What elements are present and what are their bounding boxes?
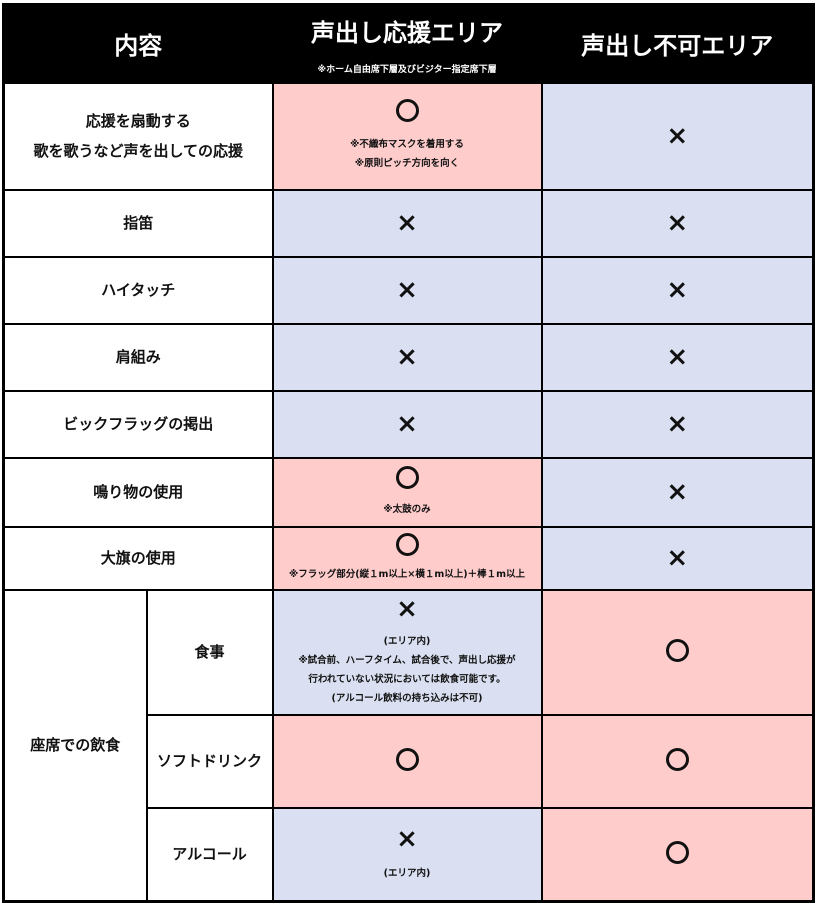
cheer-area-title: 声出し応援エリア xyxy=(311,18,503,47)
row-label-line: 応援を扇動する xyxy=(85,112,191,130)
cross-icon: × xyxy=(396,409,418,439)
no-voice-cell xyxy=(540,806,815,903)
note: ※太鼓のみ xyxy=(383,503,431,515)
note: ※不織布マスクを着用する xyxy=(350,139,464,150)
cross-icon: × xyxy=(396,594,418,624)
circle-icon xyxy=(665,638,689,662)
cross-icon: × xyxy=(666,275,689,305)
circle-icon xyxy=(395,747,419,771)
no-voice-cell: × xyxy=(540,322,815,392)
header-cheer-area: 声出し応援エリア ※ホーム自由席下層及びビジター指定席下層 xyxy=(271,3,543,84)
header-row: 内容 声出し応援エリア ※ホーム自由席下層及びビジター指定席下層 声出し不可エリ… xyxy=(2,3,815,84)
no-voice-cell: × xyxy=(540,188,815,258)
cross-icon: × xyxy=(666,477,689,507)
cross-icon: × xyxy=(666,342,689,372)
note: 行われていない状況においては飲食可能です。 xyxy=(308,674,506,685)
food-group-label: 座席での飲食 xyxy=(2,588,148,903)
cheer-cell: × xyxy=(271,188,543,258)
cross-icon: × xyxy=(396,342,418,372)
table-row: 鳴り物の使用 ※太鼓のみ × xyxy=(2,456,815,528)
cheer-cell xyxy=(271,713,543,809)
row-label: 食事 xyxy=(145,588,274,716)
cheer-cell: × xyxy=(271,389,543,459)
cross-icon: × xyxy=(666,409,689,439)
cheer-cell: × (エリア内) ※試合前、ハーフタイム、試合後で、声出し応援が 行われていない… xyxy=(271,588,543,716)
row-label: ハイタッチ xyxy=(2,255,274,325)
cheer-cell: ※フラッグ部分(縦１m以上×横１m以上)＋棒１m以上 xyxy=(271,525,543,591)
no-voice-cell xyxy=(540,588,815,716)
table-row: ソフトドリンク xyxy=(4,713,815,809)
table-row: 座席での飲食 食事 × (エリア内) ※試合前、ハーフタイム、試合後で、声出し応… xyxy=(2,588,815,903)
table-row: 応援を扇動する 歌を歌うなど声を出しての応援 ※不織布マスクを着用する ※原則ピ… xyxy=(2,81,815,191)
table-row: 指笛 × × xyxy=(2,188,815,258)
cheer-cell: × xyxy=(271,255,543,325)
cheer-area-note: ※ホーム自由席下層及びビジター指定席下層 xyxy=(317,64,497,75)
no-voice-cell: × xyxy=(540,389,815,459)
row-label: 大旗の使用 xyxy=(2,525,274,591)
table-row: 大旗の使用 ※フラッグ部分(縦１m以上×横１m以上)＋棒１m以上 × xyxy=(2,525,815,591)
table-row: ビックフラッグの掲出 × × xyxy=(2,389,815,459)
no-voice-cell xyxy=(540,713,815,809)
cross-icon: × xyxy=(396,823,418,854)
cross-icon: × xyxy=(666,121,689,151)
row-label-line: 歌を歌うなど声を出しての応援 xyxy=(33,142,244,160)
cross-icon: × xyxy=(666,208,689,238)
note: (アルコール飲料の持ち込みは不可) xyxy=(331,693,483,704)
circle-icon xyxy=(274,99,541,129)
no-voice-cell: × xyxy=(540,81,815,191)
no-voice-cell: × xyxy=(540,525,815,591)
header-content: 内容 xyxy=(2,3,274,84)
circle-icon xyxy=(665,840,689,864)
circle-icon xyxy=(665,747,689,771)
cheer-cell: × (エリア内) xyxy=(271,806,543,903)
note: (エリア内) xyxy=(383,867,431,879)
circle-icon xyxy=(274,465,541,496)
cross-icon: × xyxy=(666,543,689,573)
header-no-voice-area: 声出し不可エリア xyxy=(540,3,815,84)
row-label: 指笛 xyxy=(2,188,274,258)
no-voice-cell: × xyxy=(540,255,815,325)
note: ※試合前、ハーフタイム、試合後で、声出し応援が xyxy=(298,655,516,666)
cheer-cell: ※不織布マスクを着用する ※原則ピッチ方向を向く xyxy=(271,81,543,191)
cheer-cell: ※太鼓のみ xyxy=(271,456,543,528)
table-row: ハイタッチ × × xyxy=(2,255,815,325)
cheer-cell: × xyxy=(271,322,543,392)
row-label: 肩組み xyxy=(2,322,274,392)
row-label: アルコール xyxy=(145,806,274,903)
rules-table: 内容 声出し応援エリア ※ホーム自由席下層及びビジター指定席下層 声出し不可エリ… xyxy=(2,3,815,903)
circle-icon xyxy=(274,532,541,563)
note: ※フラッグ部分(縦１m以上×横１m以上)＋棒１m以上 xyxy=(288,568,526,580)
row-label: 応援を扇動する 歌を歌うなど声を出しての応援 xyxy=(2,81,274,191)
note: (エリア内) xyxy=(383,636,431,647)
row-label: ソフトドリンク xyxy=(145,713,274,809)
no-voice-cell: × xyxy=(540,456,815,528)
cross-icon: × xyxy=(396,275,418,305)
row-label: 鳴り物の使用 xyxy=(2,456,274,528)
note: ※原則ピッチ方向を向く xyxy=(354,158,460,169)
table-row: アルコール × (エリア内) xyxy=(4,806,815,903)
table-row: 肩組み × × xyxy=(2,322,815,392)
cross-icon: × xyxy=(396,208,418,238)
row-label: ビックフラッグの掲出 xyxy=(2,389,274,459)
